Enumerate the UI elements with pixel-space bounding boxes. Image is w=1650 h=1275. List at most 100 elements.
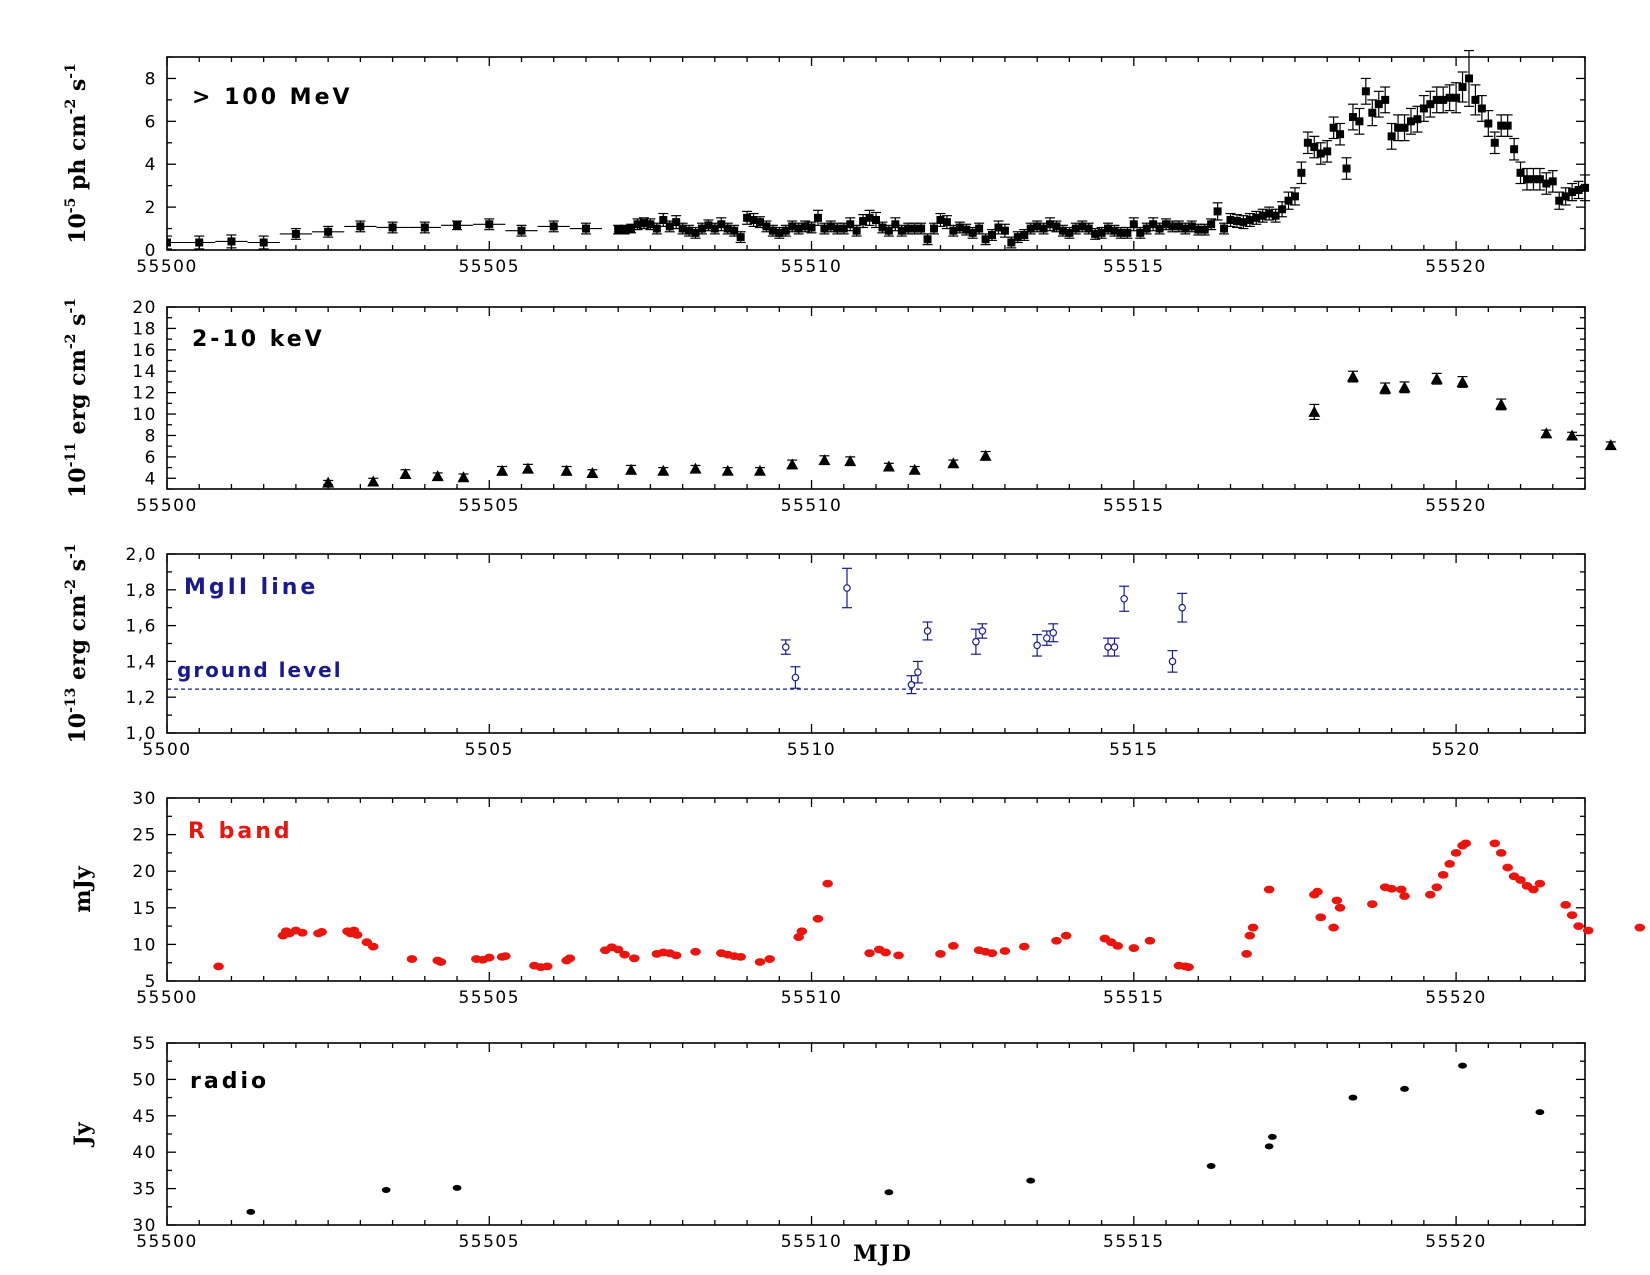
panel-label: MgII line — [184, 575, 318, 600]
data-point — [1020, 230, 1029, 239]
data-point — [1155, 224, 1164, 233]
data-point — [1396, 885, 1407, 894]
panel-label: > 100 MeV — [192, 85, 353, 110]
data-point — [690, 947, 701, 956]
data-point — [678, 224, 687, 233]
data-point — [1142, 224, 1151, 233]
x-tick-label: 55505 — [458, 257, 520, 277]
data-point — [1568, 188, 1577, 197]
data-point — [1334, 903, 1346, 912]
panel-radio: 55500 55505 55510 55515 55520 30 35 40 45 50 55 Jy r… — [70, 1034, 1586, 1252]
x-tick-label: 5520 — [1431, 740, 1480, 760]
data-point — [689, 462, 702, 474]
data-point — [1561, 192, 1570, 201]
data-point — [1181, 224, 1190, 233]
data-point — [1437, 870, 1449, 879]
data-point — [1336, 130, 1345, 139]
data-point — [612, 945, 624, 954]
y-label-base: mJy — [70, 865, 96, 913]
data-point — [884, 1189, 894, 1196]
data-point — [1239, 218, 1248, 227]
y-tick-label: 12 — [132, 384, 157, 404]
data-point — [1060, 931, 1072, 940]
data-point — [1548, 177, 1557, 186]
data-point — [614, 225, 623, 234]
data-point — [1051, 936, 1062, 945]
data-point — [986, 949, 998, 958]
y-axis-label: Jy — [70, 1121, 96, 1147]
data-layer — [322, 370, 1617, 488]
data-point — [457, 471, 470, 483]
data-point — [381, 1187, 391, 1194]
data-point — [1431, 883, 1443, 892]
data-point — [1168, 657, 1177, 666]
data-point — [930, 224, 939, 233]
data-point — [880, 948, 891, 957]
y-tick-label: 2 — [145, 198, 157, 218]
data-point — [665, 222, 674, 231]
x-tick-label: 55510 — [781, 1232, 843, 1252]
data-point — [1400, 123, 1409, 132]
data-point — [1007, 238, 1016, 247]
data-point — [1052, 222, 1061, 231]
data-point — [1464, 74, 1473, 83]
data-point — [1450, 849, 1462, 857]
data-point — [1490, 138, 1499, 147]
data-point — [246, 1208, 256, 1215]
data-point — [167, 238, 171, 247]
y-tick-label: 8 — [145, 69, 157, 89]
data-point — [1049, 628, 1058, 637]
data-point — [1178, 603, 1186, 612]
y-tick-label: 6 — [145, 112, 157, 132]
data-layer — [780, 567, 1188, 695]
data-point — [431, 470, 444, 482]
data-point — [822, 879, 833, 888]
data-point — [1355, 117, 1364, 126]
data-point — [549, 222, 558, 231]
data-point — [908, 463, 921, 475]
data-point — [639, 219, 648, 228]
plot-frame — [166, 306, 1586, 490]
data-point — [1502, 863, 1513, 872]
data-point — [796, 927, 808, 936]
data-point — [227, 237, 236, 246]
data-point — [586, 466, 599, 478]
data-point — [322, 476, 335, 488]
data-point — [685, 226, 694, 235]
y-tick-label: 15 — [132, 899, 157, 919]
y-axis-label: 10-11 erg cm-2 s-1 — [63, 298, 91, 498]
data-point — [936, 215, 945, 224]
y-tick-label: 30 — [132, 1216, 157, 1236]
y-label-unit: s — [65, 559, 91, 579]
data-point — [1367, 900, 1378, 909]
data-point — [1168, 222, 1177, 231]
data-point — [291, 229, 300, 238]
y-tick-label: 1,8 — [125, 581, 157, 601]
data-point — [762, 222, 771, 231]
data-point — [968, 228, 977, 237]
data-point — [1348, 1094, 1358, 1101]
y-tick-label: 18 — [132, 319, 157, 339]
y-axis-label: 10-5 ph cm-2 s-1 — [63, 63, 91, 244]
data-point — [435, 958, 447, 966]
panel-gamma: 55500 55505 55510 55515 55520 0 2 4 6 8 10-5 ph cm… — [63, 49, 1590, 277]
data-point — [955, 223, 964, 232]
y-label-unit: erg cm — [65, 595, 91, 688]
x-tick-label: 55505 — [458, 496, 520, 516]
data-point — [981, 235, 990, 244]
data-point — [1400, 1085, 1409, 1092]
data-point — [735, 952, 746, 961]
data-point — [633, 220, 642, 229]
data-point — [1128, 944, 1140, 952]
data-point — [1120, 594, 1128, 603]
data-point — [1033, 222, 1042, 231]
data-point — [947, 457, 960, 469]
data-point — [1503, 121, 1512, 130]
data-point — [1097, 228, 1106, 237]
data-point — [1374, 100, 1383, 109]
data-point — [1265, 209, 1274, 218]
data-point — [1323, 147, 1332, 156]
x-tick-label: 55515 — [1103, 257, 1165, 277]
y-label-exponent: -13 — [63, 688, 79, 713]
x-tick-label: 55500 — [136, 1232, 198, 1252]
